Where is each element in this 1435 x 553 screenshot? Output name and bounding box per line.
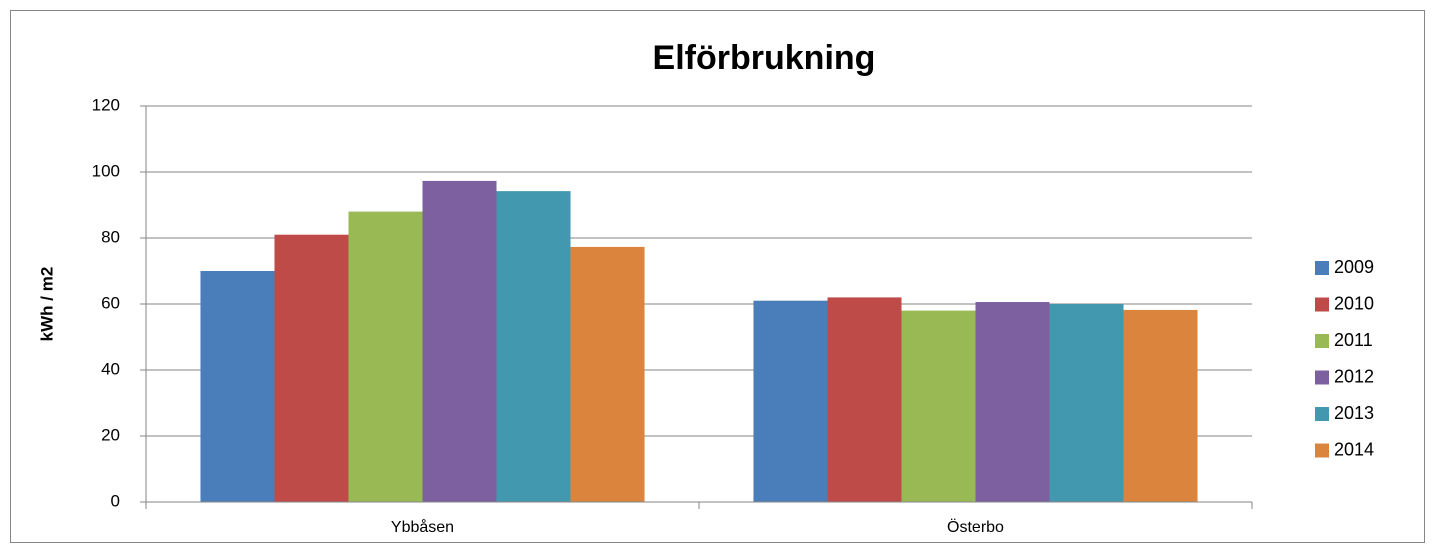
- x-tick-label: Österbo: [947, 518, 1004, 536]
- chart-title: Elförbrukning: [653, 39, 876, 77]
- bar: [570, 246, 645, 502]
- legend-swatch: [1315, 370, 1329, 385]
- bar: [753, 300, 828, 502]
- bar: [200, 271, 275, 502]
- legend-swatch: [1315, 261, 1329, 275]
- bar: [496, 191, 571, 502]
- y-tick-label: 80: [101, 227, 120, 246]
- legend-label: 2011: [1334, 330, 1373, 350]
- bar: [274, 234, 349, 502]
- legend-swatch: [1315, 443, 1329, 458]
- x-tick-label: Ybbåsen: [391, 518, 454, 536]
- legend-label: 2012: [1334, 366, 1374, 386]
- legend-swatch: [1315, 407, 1329, 421]
- bar: [422, 180, 497, 502]
- y-tick-label: 60: [101, 293, 120, 312]
- y-tick-label: 20: [101, 425, 120, 444]
- legend-label: 2010: [1334, 293, 1374, 313]
- bar: [1123, 309, 1198, 502]
- y-tick-label: 40: [101, 359, 120, 378]
- legend-label: 2009: [1334, 257, 1374, 277]
- bar: [975, 302, 1050, 502]
- legend-label: 2014: [1334, 439, 1374, 459]
- legend-swatch: [1315, 334, 1329, 348]
- legend-swatch: [1315, 297, 1329, 312]
- y-tick-label: 0: [111, 491, 120, 510]
- bar: [827, 297, 902, 502]
- legend-label: 2013: [1334, 403, 1374, 423]
- y-axis-label: kWh / m2: [37, 267, 56, 342]
- y-tick-label: 100: [92, 161, 120, 180]
- bar: [1049, 304, 1124, 502]
- bar: [901, 310, 976, 502]
- bar: [348, 211, 423, 502]
- y-tick-label: 120: [92, 95, 120, 114]
